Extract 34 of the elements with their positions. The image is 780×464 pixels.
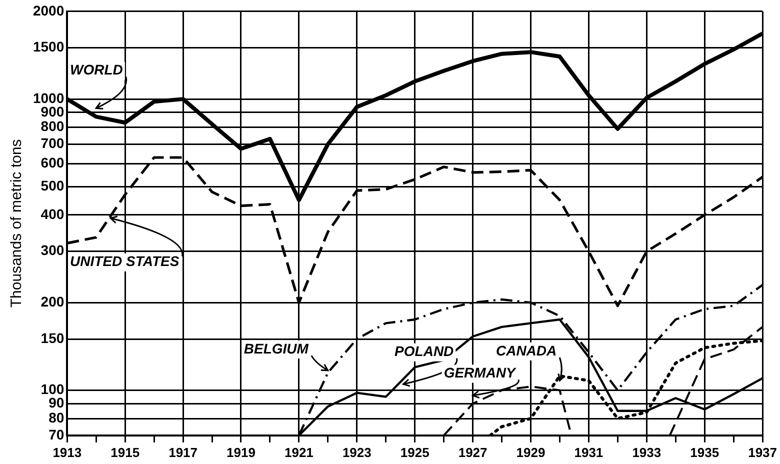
y-tick-label: 150 — [40, 330, 64, 346]
y-tick-label: 800 — [40, 118, 64, 134]
x-tick-label: 1931 — [574, 444, 604, 460]
x-tick-label: 1933 — [632, 444, 662, 460]
x-tick-label: 1927 — [458, 444, 488, 460]
series-label: GERMANY — [444, 364, 518, 381]
y-tick-label: 300 — [40, 242, 64, 258]
series-label: BELGIUM — [244, 340, 309, 356]
x-tick-label: 1929 — [516, 444, 546, 460]
y-tick-label: 1500 — [32, 38, 64, 55]
x-tick-label: 1913 — [52, 444, 82, 460]
y-tick-label: 80 — [48, 409, 64, 426]
x-tick-label: 1921 — [284, 444, 314, 460]
x-tick-label: 1917 — [168, 444, 198, 460]
y-tick-label: 600 — [40, 154, 64, 171]
series-label: POLAND — [394, 343, 454, 360]
y-tick-label: 2000 — [32, 2, 64, 18]
x-tick-label: 1925 — [400, 444, 430, 460]
series-label: CANADA — [496, 342, 557, 358]
y-tick-label: 70 — [48, 426, 64, 442]
y-tick-label: 400 — [40, 206, 64, 222]
y-tick-label: 900 — [40, 103, 64, 120]
y-tick-label: 700 — [40, 135, 64, 152]
x-tick-label: 1915 — [110, 444, 140, 460]
x-tick-label: 1923 — [342, 444, 372, 460]
y-axis-title: Thousands of metric tons — [8, 139, 26, 308]
y-tick-label: 200 — [40, 293, 64, 310]
x-tick-label: 1935 — [690, 444, 720, 460]
y-tick-label: 500 — [40, 178, 64, 194]
series-label: WORLD — [70, 62, 123, 78]
y-tick-label: 1000 — [32, 90, 64, 106]
x-tick-label: 1919 — [226, 444, 256, 460]
x-tick-label: 1937 — [748, 444, 777, 460]
series-label: UNITED STATES — [70, 253, 180, 270]
